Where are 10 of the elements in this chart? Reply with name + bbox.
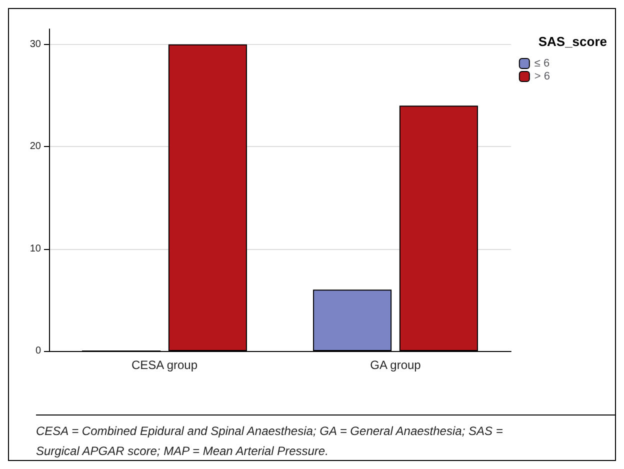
y-tick-label: 30 [30, 38, 42, 50]
x-tick-label: GA group [370, 358, 422, 372]
x-tick-label: CESA group [131, 358, 198, 372]
y-tick-label: 0 [35, 346, 42, 356]
y-tick-label: 20 [30, 141, 42, 152]
legend-label: > 6 [534, 70, 550, 82]
legend-label: ≤ 6 [534, 58, 550, 70]
legend-title: SAS_score [538, 34, 608, 49]
y-tick-label: 10 [30, 243, 42, 254]
text: CESA = Combined Epidural and Spinal Anaesthesia; GA = General Anaesthesia; SAS = Surgical APGAR score; MAP = Mean Arterial Pressure. [36, 424, 506, 458]
